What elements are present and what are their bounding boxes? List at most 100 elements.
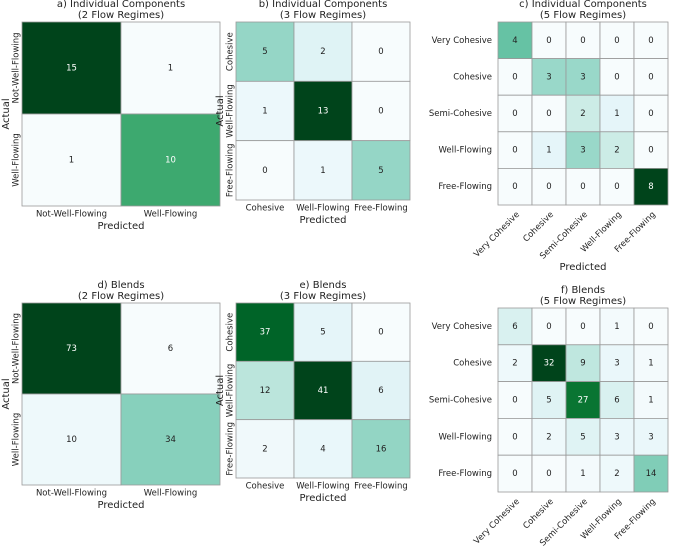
heatmap-cell: [293, 419, 353, 479]
heatmap-cell: [599, 454, 635, 493]
cell-label: 0: [378, 328, 383, 338]
cell-label: 14: [646, 469, 657, 479]
y-tick-label: Semi-Cohesive: [429, 109, 492, 119]
heatmap-cell: [565, 381, 601, 419]
x-tick-label: Cohesive: [246, 482, 285, 492]
heatmap-cell: [599, 94, 635, 133]
panel-subtitle: (2 Flow Regimes): [78, 291, 164, 302]
cell-label: 10: [165, 156, 176, 166]
cell-label: 0: [648, 322, 653, 332]
y-tick-label: Semi-Cohesive: [429, 396, 492, 406]
panel-title: a) Individual Components: [57, 0, 185, 10]
y-tick-label: Cohesive: [453, 72, 492, 82]
cell-label: 4: [512, 36, 517, 46]
heatmap-cell: [120, 113, 221, 207]
cell-label: 13: [318, 107, 329, 117]
y-axis-label: Actual: [215, 375, 226, 406]
cell-label: 10: [66, 435, 77, 445]
cell-label: 2: [546, 432, 551, 442]
cell-label: 1: [648, 359, 653, 369]
cell-label: 73: [66, 344, 77, 354]
cell-label: 0: [512, 182, 517, 192]
cell-label: 1: [320, 166, 325, 176]
heatmap-cell: [21, 113, 122, 207]
cell-label: 0: [262, 166, 267, 176]
cell-label: 16: [376, 444, 387, 454]
y-tick-label: Well-Flowing: [12, 133, 22, 186]
cell-label: 0: [648, 36, 653, 46]
heatmap-cell: [235, 360, 295, 421]
x-axis-label: Predicted: [300, 215, 347, 226]
cell-label: 0: [614, 182, 619, 192]
cell-label: 1: [69, 156, 74, 166]
cell-label: 37: [260, 328, 271, 338]
x-tick-label: Cohesive: [246, 204, 285, 214]
x-axis-label: Predicted: [300, 493, 347, 504]
y-tick-label: Free-Flowing: [226, 144, 236, 198]
panel-subtitle: (5 Flow Regimes): [540, 296, 626, 307]
heatmap-cell: [351, 419, 411, 479]
y-tick-label: Well-Flowing: [12, 413, 22, 466]
heatmap-cell: [497, 167, 533, 206]
heatmap-cell: [235, 21, 295, 82]
x-axis-label: Predicted: [98, 221, 145, 232]
heatmap-cell: [497, 454, 533, 493]
cell-label: 0: [378, 47, 383, 57]
panel-subtitle: (2 Flow Regimes): [78, 10, 164, 21]
heatmap-cell: [565, 21, 601, 59]
heatmap-cell: [351, 80, 411, 142]
cell-label: 2: [614, 469, 619, 479]
cell-label: 2: [262, 444, 267, 454]
heatmap-cell: [633, 454, 669, 493]
cell-label: 27: [578, 396, 589, 406]
x-tick-label: Free-Flowing: [354, 482, 408, 492]
cell-label: 0: [580, 36, 585, 46]
heatmap-cell: [120, 21, 221, 115]
x-tick-label: Very Cohesive: [472, 210, 522, 260]
panel-title: c) Individual Components: [519, 0, 647, 10]
y-tick-label: Very Cohesive: [432, 322, 492, 332]
y-tick-label: Not-Well-Flowing: [12, 313, 22, 384]
cell-label: 3: [580, 72, 585, 82]
heatmap-cell: [565, 131, 601, 169]
heatmap-cell: [633, 417, 669, 456]
y-axis-label: Actual: [1, 98, 12, 129]
heatmap-cell: [531, 417, 567, 456]
cell-label: 2: [512, 359, 517, 369]
cell-label: 5: [262, 47, 267, 57]
cell-label: 0: [580, 182, 585, 192]
x-tick-label: Well-Flowing: [144, 489, 197, 499]
cell-label: 0: [648, 109, 653, 119]
cell-label: 6: [168, 344, 173, 354]
cell-label: 0: [512, 396, 517, 406]
panel-title: e) Blends: [300, 280, 347, 291]
heatmap-cell: [351, 140, 411, 201]
y-tick-label: Well-Flowing: [439, 432, 492, 442]
cell-label: 0: [512, 109, 517, 119]
cell-label: 1: [580, 469, 585, 479]
x-tick-label: Not-Well-Flowing: [36, 489, 107, 499]
x-tick-label: Well-Flowing: [296, 204, 349, 214]
cell-label: 0: [512, 469, 517, 479]
cell-label: 41: [318, 386, 329, 396]
cell-label: 12: [260, 386, 271, 396]
x-tick-label: Free-Flowing: [354, 204, 408, 214]
cell-label: 6: [512, 322, 517, 332]
heatmap-cell: [21, 393, 122, 486]
heatmap-cell: [565, 454, 601, 493]
cell-label: 2: [614, 146, 619, 156]
cell-label: 0: [546, 322, 551, 332]
heatmap-cell: [293, 140, 353, 201]
panel-title: b) Individual Components: [259, 0, 388, 10]
y-tick-label: Well-Flowing: [226, 364, 236, 417]
cell-label: 0: [580, 322, 585, 332]
heatmap-cell: [120, 393, 221, 486]
heatmap-cell: [599, 307, 635, 346]
x-axis-label: Predicted: [98, 500, 145, 511]
y-tick-label: Not-Well-Flowing: [12, 32, 22, 103]
y-tick-label: Cohesive: [453, 359, 492, 369]
panel-subtitle: (3 Flow Regimes): [280, 291, 366, 302]
panel-subtitle: (5 Flow Regimes): [540, 10, 626, 21]
cell-label: 5: [546, 396, 551, 406]
heatmap-cell: [531, 167, 567, 206]
